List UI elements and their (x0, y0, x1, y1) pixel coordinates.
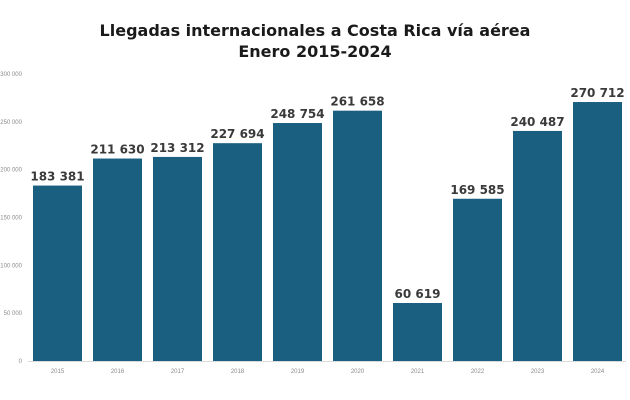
x-tick-label: 2015 (51, 369, 65, 375)
bar-2018 (213, 143, 262, 361)
chart-title: Llegadas internacionales a Costa Rica ví… (0, 20, 630, 62)
y-tick-label: 100 000 (0, 263, 22, 269)
x-tick-label: 2020 (351, 369, 365, 375)
x-tick-label: 2021 (411, 369, 425, 375)
data-label: 213 312 (150, 141, 204, 155)
x-tick-label: 2019 (291, 369, 305, 375)
y-tick-label: 300 000 (0, 72, 22, 78)
data-label: 248 754 (270, 107, 324, 121)
y-axis: 0 50 000 100 000 150 000 200 000 250 000 300 0… (0, 72, 22, 365)
x-axis: 2015 2016 2017 2018 2019 2020 2021 2022 2023 2024 (51, 369, 605, 375)
x-tick-label: 2018 (231, 369, 245, 375)
data-label: 60 619 (395, 287, 441, 301)
y-tick-label: 250 000 (0, 120, 22, 126)
bar-2016 (93, 158, 142, 361)
bar-2019 (273, 123, 322, 362)
data-label: 261 658 (330, 95, 384, 109)
bar-2015 (33, 185, 82, 361)
y-tick-label: 200 000 (0, 168, 22, 174)
chart-title-line: Llegadas internacionales a Costa Rica ví… (99, 21, 531, 40)
bar-2022 (453, 198, 502, 361)
data-label: 169 585 (450, 183, 504, 197)
chart-subtitle: Enero 2015-2024 (238, 42, 392, 61)
data-label: 227 694 (210, 127, 264, 141)
data-labels: 183 381 211 630 213 312 227 694 248 754 261 6… (30, 86, 624, 301)
y-tick-label: 150 000 (0, 216, 22, 222)
x-tick-label: 2022 (471, 369, 485, 375)
bar-2017 (153, 156, 202, 361)
data-label: 240 487 (510, 115, 564, 129)
data-label: 211 630 (90, 143, 144, 157)
y-tick-label: 0 (19, 359, 23, 365)
x-tick-label: 2023 (531, 369, 545, 375)
x-tick-label: 2017 (171, 369, 185, 375)
bar-2020 (333, 110, 382, 361)
x-tick-label: 2024 (591, 369, 605, 375)
bar-2024 (573, 102, 622, 361)
bars (33, 102, 622, 362)
x-tick-label: 2016 (111, 369, 125, 375)
y-tick-label: 50 000 (4, 311, 23, 317)
bar-2021 (393, 303, 442, 361)
bar-2023 (513, 130, 562, 361)
data-label: 183 381 (30, 170, 84, 184)
data-label: 270 712 (570, 86, 624, 100)
